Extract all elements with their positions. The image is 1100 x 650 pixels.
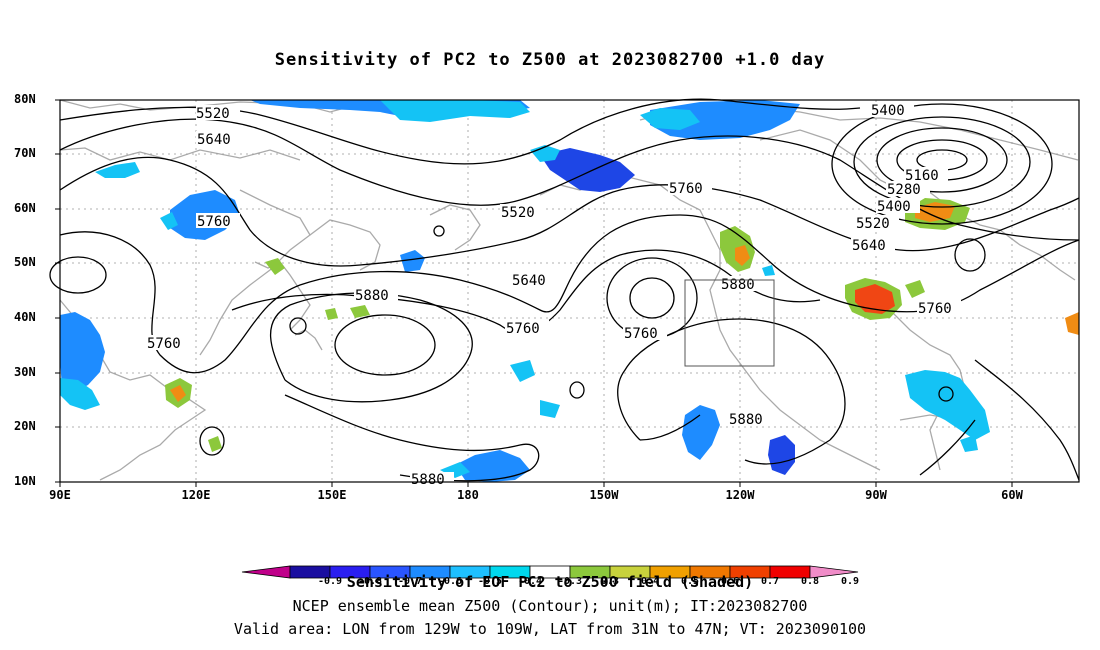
contour-label: 5520: [856, 216, 890, 232]
shade-cyan-sib: [95, 162, 140, 178]
contour-label: 5880: [729, 412, 763, 428]
colorbar-tick-label: -0.5: [477, 576, 503, 587]
shade-blue-bering: [540, 148, 635, 192]
shade-green-bay: [905, 280, 925, 298]
lat-label-40n: 40N: [14, 310, 36, 324]
colorbar-tick-label: 0.7: [760, 576, 780, 587]
lat-label-50n: 50N: [14, 255, 36, 269]
contour-label: 5400: [877, 199, 911, 215]
contour-label: 5640: [197, 132, 231, 148]
shade-green-atlantic: [1065, 312, 1079, 335]
contour-label: 5760: [506, 321, 540, 337]
caption-contour: NCEP ensemble mean Z500 (Contour); unit(…: [292, 597, 808, 615]
shade-cyan-arctic-east: [640, 108, 700, 130]
lon-label-90w: 90W: [865, 488, 887, 502]
lon-label-150e: 150E: [317, 488, 347, 502]
contour-label: 5760: [197, 214, 231, 230]
lat-label-30n: 30N: [14, 365, 36, 379]
valid-area-box: [684, 279, 775, 367]
lon-label-60w: 60W: [1001, 488, 1023, 502]
contour-label: 5520: [196, 106, 230, 122]
contour-label: 5280: [887, 182, 921, 198]
colorbar-tick-label: 0.8: [800, 576, 820, 587]
lat-label-60n: 60N: [14, 201, 36, 215]
colorbar-tick-label: 0.5: [680, 576, 700, 587]
contour-label: 5880: [411, 472, 445, 488]
shade-blue-baja: [682, 405, 720, 460]
shaded-areas: [60, 100, 1079, 482]
colorbar-tick-label: -0.7: [397, 576, 423, 587]
shade-cyan-westpac: [60, 378, 100, 410]
lat-label-10n: 10N: [14, 474, 36, 488]
shade-red-greatlakes: [855, 284, 895, 314]
contour-label: 5640: [852, 238, 886, 254]
shade-cyan-rockies: [762, 265, 775, 276]
colorbar: [241, 565, 859, 579]
lon-label-120e: 120E: [181, 488, 211, 502]
contour-label: 5880: [355, 288, 389, 304]
caption-shaded: Sensitivity of EOF PC2 to Z500 field (Sh…: [346, 573, 754, 591]
contour-label: 5760: [624, 326, 658, 342]
contour-label: 5880: [721, 277, 755, 293]
lon-label-120w: 120W: [725, 488, 755, 502]
shade-orange-alaska-south: [735, 245, 750, 266]
shade-cyan-westpac2: [510, 360, 535, 382]
shade-blue-hawaii-south: [455, 450, 530, 482]
axis-ticks: [55, 99, 1013, 487]
caption-valid-area: Valid area: LON from 129W to 109W, LAT f…: [233, 620, 867, 638]
contour-label: 5760: [147, 336, 181, 352]
lat-label-70n: 70N: [14, 146, 36, 160]
shade-blue-westpac: [60, 312, 105, 392]
shade-cyan-caribbean: [905, 370, 990, 440]
shade-green-pacific1: [350, 305, 370, 318]
contour-label: 5760: [669, 181, 703, 197]
colorbar-tick-label: 0.3: [600, 576, 620, 587]
lon-label-90e: 90E: [49, 488, 71, 502]
lon-label-180: 180: [457, 488, 479, 502]
contour-label: 5520: [501, 205, 535, 221]
colorbar-tick-label: -0.9: [317, 576, 343, 587]
shade-cyan-bering: [530, 145, 560, 162]
contour-labels: 5520 5640 5760 5520 5760 5880 5760 5640 …: [146, 102, 961, 488]
shade-orange-china: [170, 385, 186, 402]
shade-cyan-north-edge: [380, 100, 530, 122]
colorbar-tick-label: 0.9: [840, 576, 860, 587]
shade-cyan-east-pac: [540, 400, 560, 418]
shade-cyan-okhotsk: [160, 212, 178, 230]
colorbar-tick-label: -0.6: [437, 576, 463, 587]
shade-blue-mexico: [768, 435, 795, 475]
colorbar-swatch: [809, 565, 859, 579]
colorbar-tick-label: -0.4: [517, 576, 543, 587]
colorbar-tick-label: 0.4: [640, 576, 660, 587]
shade-cyan-atlantic: [960, 435, 978, 452]
shade-green-japan: [265, 258, 285, 275]
contour-label: 5400: [871, 103, 905, 119]
contour-label: 5760: [918, 301, 952, 317]
lat-label-20n: 20N: [14, 419, 36, 433]
colorbar-tick-label: -0.8: [357, 576, 383, 587]
colorbar-tick-label: 0.6: [720, 576, 740, 587]
shade-green-pacific2: [325, 308, 338, 320]
lon-label-150w: 150W: [589, 488, 619, 502]
contour-label: 5640: [512, 273, 546, 289]
chart-title: Sensitivity of PC2 to Z500 at 2023082700…: [274, 50, 826, 70]
colorbar-tick-label: -0.3: [557, 576, 583, 587]
contour-label: 5160: [905, 168, 939, 184]
shade-blue-pacific-mid: [400, 250, 425, 272]
map-frame: [59, 99, 1080, 483]
lat-label-80n: 80N: [14, 92, 36, 106]
shade-green-philip: [208, 436, 222, 452]
